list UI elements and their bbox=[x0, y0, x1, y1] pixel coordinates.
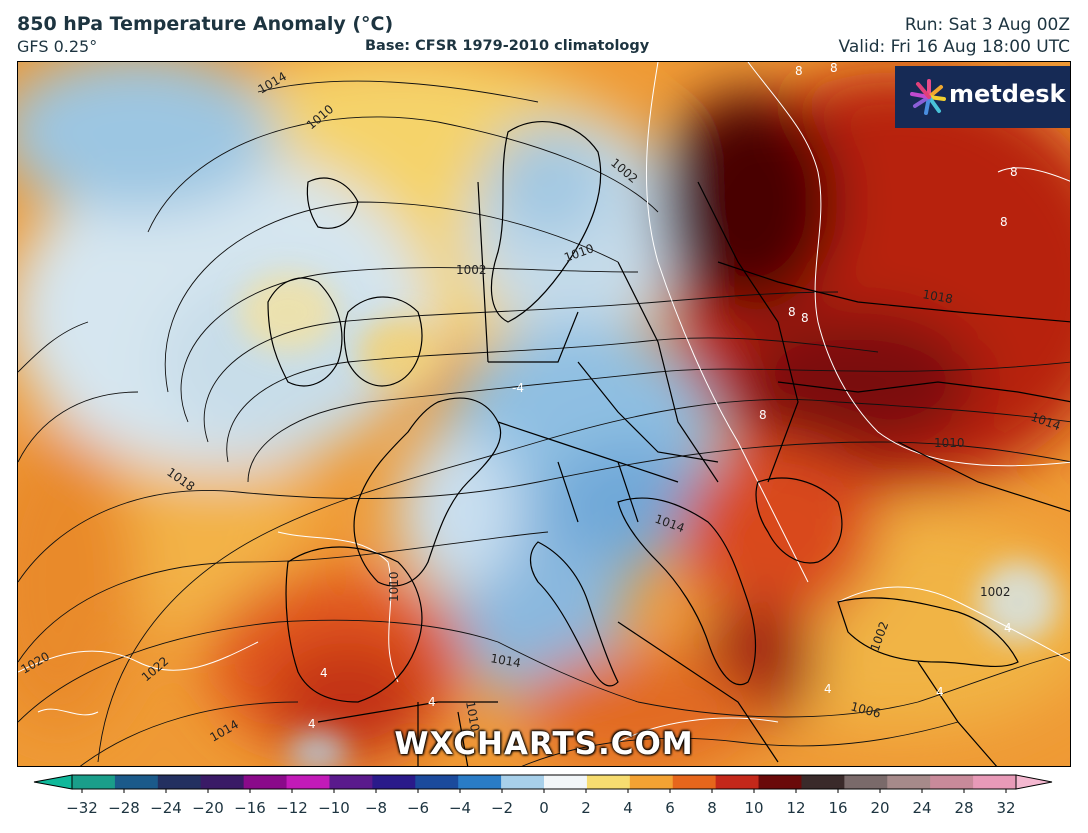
colorbar-segment bbox=[758, 775, 803, 789]
colorbar-segment bbox=[415, 775, 459, 789]
colorbar-segments bbox=[72, 775, 1017, 789]
colorbar-tick-label: −10 bbox=[318, 799, 350, 817]
colorbar-tick-label: −28 bbox=[108, 799, 140, 817]
colorbar-segment bbox=[372, 775, 416, 789]
colorbar-tick-label: −4 bbox=[449, 799, 471, 817]
isobar-label: 1010 bbox=[934, 436, 965, 450]
colorbar-tick-label: −8 bbox=[365, 799, 387, 817]
contour-label: 4 bbox=[824, 682, 832, 696]
colorbar-right-arrow bbox=[1015, 774, 1053, 790]
colorbar-segment bbox=[586, 775, 631, 789]
isobar-label: 1014 bbox=[489, 651, 522, 670]
pressure-labels: 1014 1010 1002 1002 1018 1014 1010 1018 … bbox=[19, 69, 1063, 744]
colorbar-tick-label: 0 bbox=[539, 799, 549, 817]
contour-label: 8 bbox=[1000, 215, 1008, 229]
colorbar-tick-label: 16 bbox=[828, 799, 847, 817]
colorbar-segment bbox=[501, 775, 545, 789]
run-time-label: Run: Sat 3 Aug 00Z bbox=[904, 15, 1070, 35]
isobar-label: 1010 bbox=[463, 700, 482, 733]
colorbar-segment bbox=[844, 775, 888, 789]
contour-label: 4 bbox=[428, 695, 436, 709]
colorbar-segment bbox=[715, 775, 760, 789]
colorbar-tick-label: −16 bbox=[234, 799, 266, 817]
colorbar-segment bbox=[801, 775, 845, 789]
colorbar-tick-label: 4 bbox=[623, 799, 633, 817]
colorbar-segment bbox=[930, 775, 974, 789]
colorbar-tick-label: −2 bbox=[491, 799, 513, 817]
temperature-contours bbox=[18, 62, 1070, 743]
coastlines bbox=[267, 121, 1070, 766]
colorbar-tick-label: 24 bbox=[912, 799, 931, 817]
colorbar-tick-label: −32 bbox=[66, 799, 98, 817]
colorbar-segment bbox=[329, 775, 373, 789]
colorbar-tick-label: 12 bbox=[786, 799, 805, 817]
colorbar-segment bbox=[114, 775, 159, 789]
contour-label: 4 bbox=[320, 666, 328, 680]
anomaly-map: 1014 1010 1002 1002 1018 1014 1010 1018 … bbox=[17, 61, 1071, 767]
colorbar: −32 −28 −24 −20 −16 −12 −10 −8 −6 −4 −2 0 2 4 6 8 10 12 16… bbox=[33, 774, 1053, 817]
isobar-label: 1002 bbox=[980, 585, 1011, 599]
colorbar-segment bbox=[672, 775, 717, 789]
colorbar-tick-label: 28 bbox=[954, 799, 973, 817]
contour-label: 8 bbox=[1010, 165, 1018, 179]
colorbar-tick-label: 8 bbox=[707, 799, 717, 817]
isobars bbox=[18, 80, 1070, 766]
colorbar-segment bbox=[157, 775, 202, 789]
colorbar-tick-label: −24 bbox=[150, 799, 182, 817]
colorbar-segment bbox=[973, 775, 1017, 789]
logo-text: metdesk bbox=[949, 80, 1066, 108]
contour-label: 4 bbox=[936, 685, 944, 699]
colorbar-tick-label: 10 bbox=[744, 799, 763, 817]
map-canvas: 1014 1010 1002 1002 1018 1014 1010 1018 … bbox=[18, 62, 1070, 766]
colorbar-tick-label: −20 bbox=[192, 799, 224, 817]
contour-label: 8 bbox=[830, 62, 838, 75]
colorbar-tick-label: 20 bbox=[870, 799, 889, 817]
colorbar-segment bbox=[286, 775, 331, 789]
colorbar-segment bbox=[887, 775, 931, 789]
contour-label: 8 bbox=[788, 305, 796, 319]
temperature-labels: 8 8 8 8 8 8 8 -4 4 4 4 4 4 4 bbox=[308, 62, 1018, 731]
pinwheel-logo-icon bbox=[910, 79, 946, 115]
contour-label: 8 bbox=[795, 64, 803, 78]
contour-label: 4 bbox=[308, 717, 316, 731]
climatology-base-label: Base: CFSR 1979-2010 climatology bbox=[365, 38, 650, 54]
anomaly-field bbox=[18, 62, 1070, 766]
colorbar-segment bbox=[629, 775, 674, 789]
isobar-label: 1002 bbox=[456, 263, 487, 277]
colorbar-segment bbox=[458, 775, 502, 789]
chart-title: 850 hPa Temperature Anomaly (°C) bbox=[17, 13, 394, 35]
colorbar-ticks: −32 −28 −24 −20 −16 −12 −10 −8 −6 −4 −2 0 2 4 6 8 10 12 16… bbox=[66, 789, 1016, 817]
colorbar-tick-label: −12 bbox=[276, 799, 308, 817]
colorbar-tick-label: −6 bbox=[407, 799, 429, 817]
isobar-label: 1010 bbox=[387, 571, 401, 602]
colorbar-tick-label: 6 bbox=[665, 799, 675, 817]
colorbar-segment bbox=[200, 775, 245, 789]
contour-label: 8 bbox=[801, 311, 809, 325]
contour-label: 8 bbox=[759, 408, 767, 422]
contour-label: -4 bbox=[512, 381, 524, 395]
colorbar-segment bbox=[72, 775, 116, 789]
colorbar-left-arrow bbox=[33, 774, 73, 790]
isobar-label: 1018 bbox=[921, 287, 954, 306]
watermark: WXCHARTS.COM bbox=[394, 726, 694, 762]
model-label: GFS 0.25° bbox=[17, 37, 98, 56]
valid-time-label: Valid: Fri 16 Aug 18:00 UTC bbox=[838, 37, 1070, 57]
colorbar-segment bbox=[243, 775, 288, 789]
colorbar-segment bbox=[544, 775, 588, 789]
contour-label: 4 bbox=[1004, 621, 1012, 635]
colorbar-tick-label: 32 bbox=[996, 799, 1015, 817]
colorbar-tick-label: 2 bbox=[581, 799, 591, 817]
metdesk-logo: metdesk bbox=[895, 66, 1070, 128]
